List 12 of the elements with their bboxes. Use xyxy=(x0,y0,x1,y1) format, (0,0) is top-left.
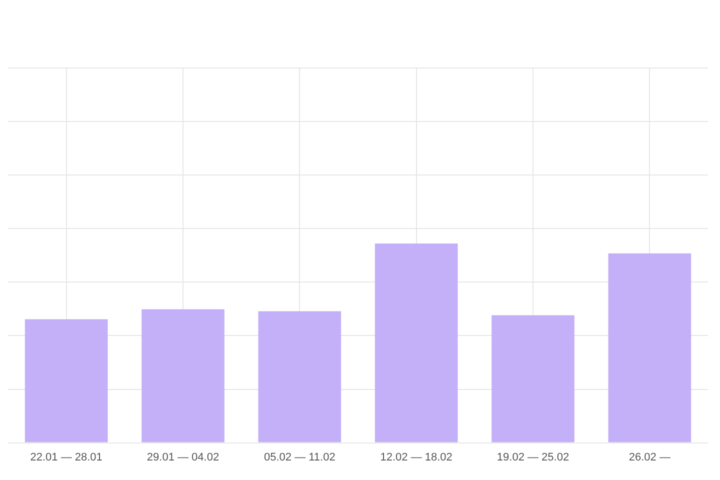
x-tick-label: 29.01 — 04.02 xyxy=(146,451,220,464)
x-tick-label: 05.02 — 11.02 xyxy=(264,451,336,464)
x-tick-label: 19.02 — 25.02 xyxy=(496,451,570,464)
bar xyxy=(142,309,224,442)
x-tick-label: 12.02 — 18.02 xyxy=(380,451,452,464)
bar xyxy=(492,315,574,442)
x-tick-label: 26.02 — xyxy=(628,451,670,464)
bar xyxy=(374,243,458,442)
bar xyxy=(608,253,692,442)
bar xyxy=(258,311,342,442)
bar xyxy=(24,319,108,442)
x-tick-label: 22.01 — 28.01 xyxy=(30,451,102,464)
